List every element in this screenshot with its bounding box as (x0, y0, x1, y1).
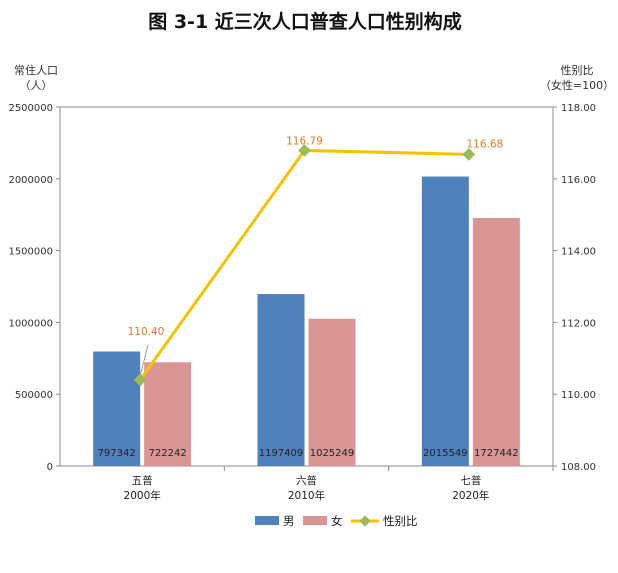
bar-male (421, 176, 469, 466)
legend: 男 女 性别比 (255, 514, 418, 528)
category-label: 五普 (132, 474, 153, 487)
plot-area (59, 106, 554, 467)
left-axis: 0 500000 1000000 1500000 2000000 2500000 (8, 103, 60, 473)
right-tick-label: 112.00 (561, 318, 596, 329)
right-axis: 108.00 110.00 112.00 114.00 116.00 118.00 (553, 103, 596, 473)
ratio-marker (462, 148, 476, 161)
ratio-leader-line (139, 344, 149, 376)
right-axis-title-line1: 性别比 (561, 63, 594, 77)
bar-male (257, 294, 305, 466)
legend-swatch-male (255, 516, 279, 525)
category-year-label: 2010年 (288, 489, 325, 502)
right-tick-label: 116.00 (561, 175, 596, 186)
left-tick-label: 1500000 (8, 247, 53, 258)
bar-labels: 797342 722242 1197409 1025249 2015549 1727442 (98, 448, 519, 459)
left-tick-label: 0 (47, 462, 53, 473)
left-tick-label: 500000 (15, 390, 53, 401)
bar-value-label: 1025249 (310, 448, 355, 459)
plot-frame (59, 106, 554, 467)
ratio-value-label: 116.79 (286, 135, 323, 147)
legend-swatch-female (303, 516, 327, 525)
bar-value-label: 1197409 (259, 448, 304, 459)
category-year-label: 2000年 (124, 489, 161, 502)
bar-female (472, 217, 520, 466)
bar-female (308, 318, 356, 466)
chart-title: 图 3-1 近三次人口普查人口性别构成 (148, 10, 462, 33)
legend-label: 女 (331, 514, 343, 528)
category-labels: 五普 2000年 六普 2010年 七普 2020年 (124, 466, 554, 502)
left-tick-label: 2500000 (8, 103, 53, 114)
right-axis-title-line2: （女性=100） (540, 78, 614, 92)
ratio-marker (133, 373, 147, 387)
sex-ratio-line: 110.40 116.79 116.68 (128, 135, 503, 387)
ratio-value-label: 116.68 (466, 138, 503, 150)
bar-female (144, 362, 192, 466)
category-year-label: 2020年 (452, 489, 489, 502)
bars (93, 176, 520, 466)
legend-label: 性别比 (383, 514, 418, 528)
left-tick-label: 1000000 (8, 318, 53, 329)
left-tick-label: 2000000 (8, 175, 53, 186)
left-axis-title-line1: 常住人口 (14, 63, 58, 77)
bar-value-label: 1727442 (474, 448, 519, 459)
ratio-marker (298, 144, 311, 157)
bar-male (93, 351, 141, 466)
category-label: 六普 (296, 474, 317, 487)
right-tick-label: 114.00 (561, 247, 596, 258)
ratio-value-label: 110.40 (128, 326, 165, 338)
left-axis-title-line2: （人） (20, 79, 53, 92)
right-tick-label: 108.00 (561, 462, 596, 473)
bar-value-label: 722242 (149, 448, 187, 459)
legend-label: 男 (283, 514, 295, 528)
right-tick-label: 110.00 (561, 390, 596, 401)
bar-value-label: 797342 (98, 448, 136, 459)
right-tick-label: 118.00 (561, 103, 596, 114)
category-label: 七普 (460, 474, 481, 487)
legend-swatch-ratio-marker (359, 515, 371, 527)
bar-value-label: 2015549 (423, 448, 468, 459)
